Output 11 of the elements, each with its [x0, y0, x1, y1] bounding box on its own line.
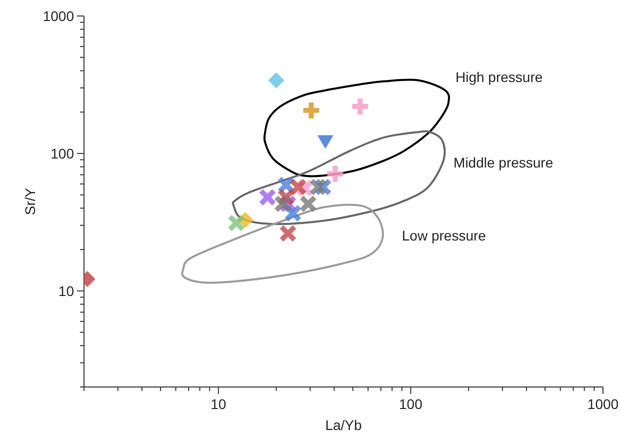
annotation: High pressure [456, 69, 543, 86]
y-tick-label: 1000 [42, 8, 74, 24]
x-axis-title: La/Yb [325, 417, 362, 433]
y-tick-label: 100 [50, 145, 74, 162]
annotation: Low pressure [402, 228, 486, 244]
x-tick-label: 100 [399, 396, 423, 412]
x-tick-label: 10 [210, 396, 226, 412]
y-axis-title: Sr/Y [22, 187, 38, 216]
y-tick-label: 10 [58, 282, 74, 299]
x-tick-label: 1000 [587, 396, 619, 412]
annotation: Middle pressure [454, 154, 554, 170]
